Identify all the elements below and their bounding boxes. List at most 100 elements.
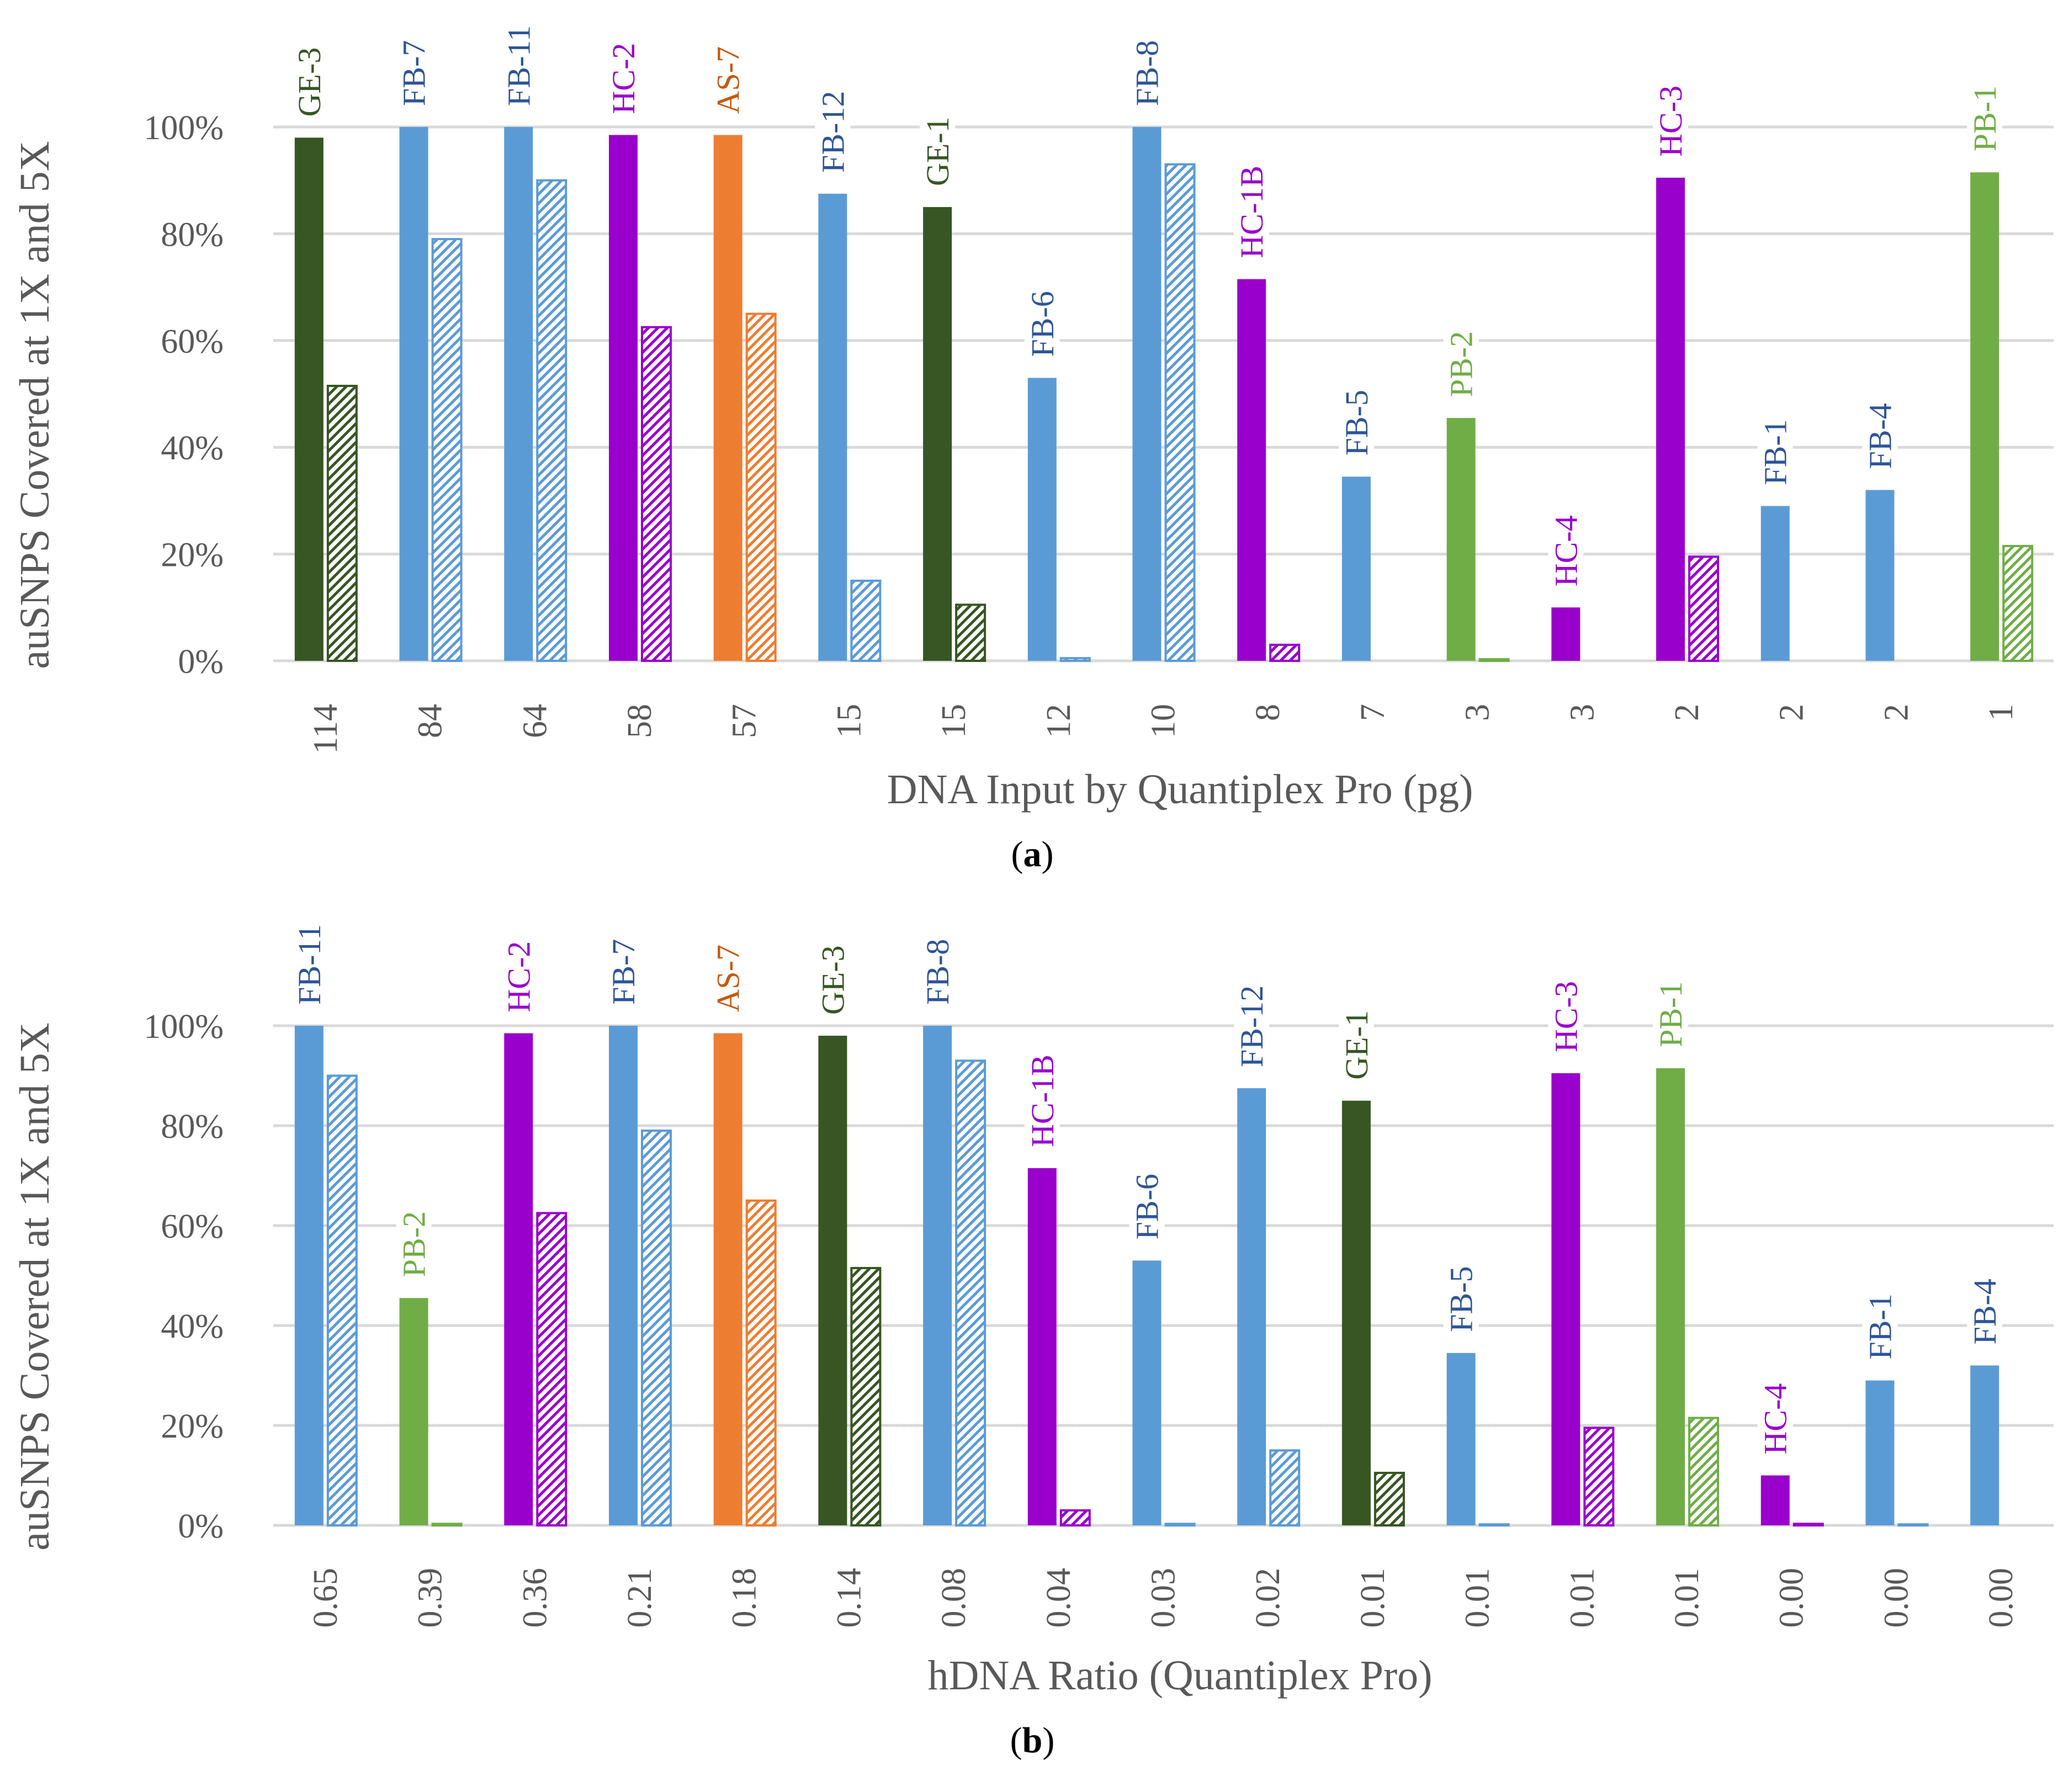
sample-label-group: FB-7 — [396, 25, 432, 109]
bar-5x-fb-6 — [1059, 657, 1091, 662]
sample-label-group: FB-5 — [1338, 375, 1375, 459]
bar-5x-fb-7 — [640, 1130, 672, 1527]
panel-caption-letter: b — [1022, 1720, 1043, 1761]
sample-label: AS-7 — [710, 46, 746, 114]
bar-5x-fb-7 — [431, 238, 463, 662]
bar-1x-hc-3 — [1551, 1073, 1581, 1525]
sample-label: PB-2 — [396, 1211, 432, 1277]
sample-label: FB-4 — [1967, 1279, 2003, 1344]
bar-1x-fb-4 — [1865, 490, 1895, 661]
x-tick-label: 0.03 — [1145, 1568, 1182, 1628]
bar-1x-fb-11 — [294, 1026, 323, 1525]
sample-label-bg — [1967, 71, 2003, 155]
sample-label-group: HC-3 — [1653, 76, 1689, 160]
sample-label: FB-5 — [1339, 390, 1375, 455]
bar-5x-fb-8 — [955, 1059, 987, 1526]
bar-5x-as-7 — [745, 312, 777, 662]
sample-label-group: FB-8 — [1129, 25, 1165, 109]
sample-label-group: AS-7 — [710, 33, 746, 118]
x-tick-label: 10 — [1145, 704, 1182, 738]
bar-1x-hc-4 — [1551, 607, 1581, 661]
sample-label: HC-4 — [1758, 1383, 1794, 1455]
bar-5x-fb-11 — [326, 1074, 358, 1526]
y-tick-label: 100% — [144, 1008, 224, 1046]
bar-1x-hc-3 — [1656, 177, 1685, 661]
x-tick-label: 0.04 — [1040, 1568, 1078, 1628]
bar-5x-fb-12 — [1269, 1449, 1301, 1526]
chart-panel-a: 0%20%40%60%80%100%GE-3114FB-784FB-1164HC… — [12, 7, 2054, 813]
sample-label-group: FB-7 — [605, 924, 641, 1008]
bar-5x-pb-1 — [2002, 545, 2034, 662]
sample-label-group: FB-12 — [815, 73, 851, 176]
bar-1x-fb-7 — [399, 127, 428, 661]
sample-label-bg — [1129, 1159, 1165, 1243]
x-tick-label: 7 — [1354, 704, 1392, 721]
sample-label-bg — [1653, 966, 1689, 1051]
sample-label-group: PB-2 — [396, 1196, 432, 1281]
sample-label-group: HC-2 — [501, 931, 537, 1016]
sample-label-group: FB-6 — [1129, 1159, 1165, 1243]
bar-1x-hc-2 — [504, 1033, 533, 1525]
sample-label-bg — [1862, 388, 1898, 473]
x-tick-label: 0.18 — [726, 1568, 763, 1628]
y-tick-label: 100% — [144, 109, 224, 147]
sample-label: FB-7 — [396, 40, 432, 106]
sample-label-bg — [710, 33, 746, 118]
y-axis-title: auSNPS Covered at 1X and 5X — [12, 1022, 58, 1550]
sample-label: GE-1 — [1339, 1010, 1375, 1080]
sample-label-bg — [1024, 276, 1060, 360]
sample-label: HC-3 — [1548, 981, 1584, 1052]
sample-label-group: PB-1 — [1967, 71, 2003, 155]
sample-label-group: GE-3 — [815, 934, 851, 1019]
sample-label: HC-1B — [1234, 166, 1270, 258]
x-tick-label: 0.00 — [1982, 1568, 2020, 1628]
sample-label: FB-12 — [815, 91, 851, 173]
bar-5x-hc-3 — [1583, 1427, 1615, 1526]
bar-1x-fb-6 — [1132, 1260, 1162, 1525]
x-tick-label: 3 — [1563, 704, 1601, 721]
sample-label-group: HC-1B — [1024, 1048, 1060, 1151]
sample-label-bg — [920, 924, 956, 1008]
sample-label: HC-1B — [1025, 1054, 1060, 1147]
sample-label-group: GE-1 — [1338, 999, 1375, 1083]
x-tick-label: 84 — [412, 704, 449, 738]
bar-5x-ge-3 — [326, 384, 358, 662]
sample-label-group: FB-4 — [1862, 388, 1898, 473]
y-tick-label: 0% — [178, 643, 224, 681]
x-tick-label: 1 — [1982, 704, 2020, 721]
sample-label: PB-2 — [1444, 331, 1479, 397]
sample-label-bg — [1443, 1251, 1479, 1335]
x-tick-label: 0.14 — [830, 1568, 868, 1628]
panel-caption-a: (a) — [1011, 834, 1054, 874]
sample-label: FB-1 — [1758, 419, 1794, 485]
bar-5x-pb-2 — [431, 1523, 463, 1526]
bar-1x-pb-1 — [1656, 1068, 1685, 1525]
bar-5x-hc-1b — [1269, 643, 1301, 662]
sample-label-bg — [1338, 375, 1374, 459]
bar-1x-as-7 — [713, 1033, 743, 1525]
sample-label-bg — [1757, 1374, 1793, 1458]
sample-label: FB-6 — [1025, 291, 1060, 357]
x-axis-title: hDNA Ratio (Quantiplex Pro) — [927, 1652, 1432, 1699]
x-tick-label: 2 — [1668, 704, 1706, 721]
bar-1x-fb-7 — [608, 1026, 638, 1525]
bar-5x-hc-2 — [640, 326, 672, 662]
sample-label: HC-3 — [1653, 86, 1689, 157]
sample-label-group: HC-2 — [605, 33, 641, 118]
sample-label-group: GE-1 — [920, 105, 956, 190]
sample-label: FB-5 — [1444, 1266, 1479, 1332]
x-tick-label: 57 — [726, 704, 763, 738]
x-tick-label: 2 — [1773, 704, 1811, 721]
y-axis-title: auSNPS Covered at 1X and 5X — [12, 141, 58, 669]
sample-label-group: GE-3 — [291, 36, 327, 120]
sample-label: PB-1 — [1967, 86, 2003, 151]
x-tick-label: 0.21 — [621, 1568, 659, 1628]
sample-label-group: PB-1 — [1653, 966, 1689, 1051]
sample-label-bg — [291, 36, 327, 120]
sample-label-bg — [1862, 1279, 1898, 1363]
x-tick-label: 58 — [621, 704, 659, 738]
x-tick-label: 0.01 — [1459, 1568, 1497, 1628]
y-tick-label: 0% — [178, 1508, 224, 1545]
x-tick-label: 15 — [935, 704, 973, 738]
sample-label-bg — [815, 934, 851, 1019]
